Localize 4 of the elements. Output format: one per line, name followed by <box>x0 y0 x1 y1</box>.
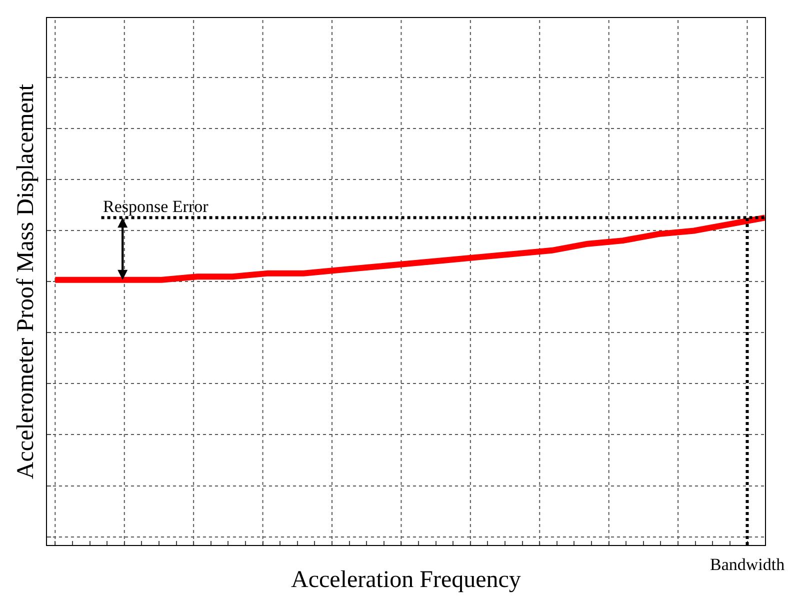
x-axis-title: Acceleration Frequency <box>291 567 521 594</box>
ref-line-label: Response Error <box>103 197 209 216</box>
y-axis-title: Accelerometer Proof Mass Displacement <box>13 84 40 480</box>
text: Bandwidth <box>710 555 786 574</box>
